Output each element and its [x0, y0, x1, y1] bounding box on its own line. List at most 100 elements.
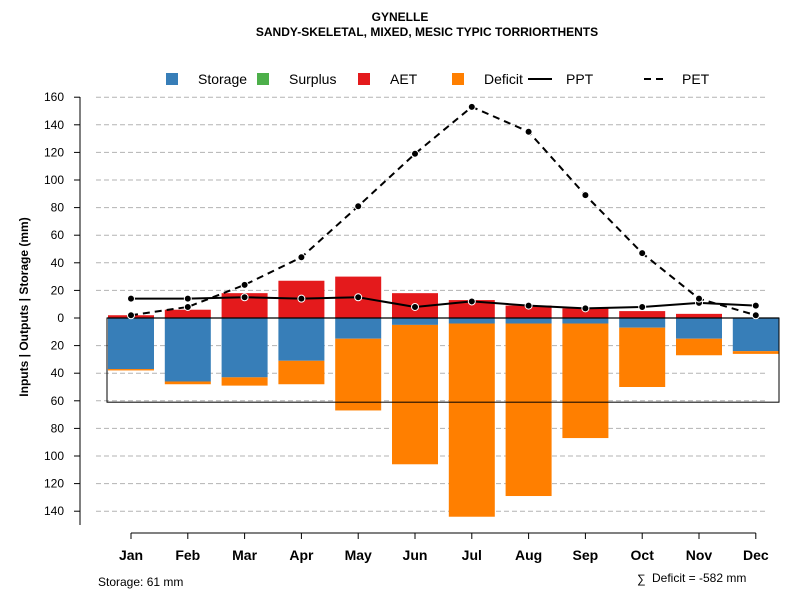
- y-tick-label: 80: [51, 201, 65, 215]
- ppt-point-jul: [467, 297, 476, 306]
- month-label-nov: Nov: [686, 547, 713, 563]
- legend-swatch-surplus: [257, 73, 269, 85]
- storage-bar-jan: [108, 318, 154, 370]
- storage-bar-oct: [619, 318, 666, 328]
- pet-point-aug: [524, 127, 533, 136]
- deficit-bar-feb: [164, 381, 211, 385]
- legend-label-surplus: Surplus: [289, 71, 336, 87]
- month-label-oct: Oct: [631, 547, 655, 563]
- month-label-feb: Feb: [175, 547, 200, 563]
- y-tick-label: 0: [57, 311, 64, 325]
- ppt-point-dec: [751, 301, 760, 310]
- legend-swatch-deficit: [452, 73, 464, 85]
- storage-bar-may: [335, 318, 382, 339]
- month-label-sep: Sep: [573, 547, 599, 563]
- y-tick-label: 120: [44, 145, 64, 159]
- month-label-mar: Mar: [232, 547, 257, 563]
- deficit-bar-jan: [108, 369, 154, 371]
- deficit-bar-jun: [392, 324, 438, 465]
- storage-bar-apr: [278, 318, 325, 361]
- ppt-point-jan: [127, 294, 135, 303]
- aet-bar-aug: [505, 305, 552, 318]
- pet-point-oct: [638, 249, 647, 258]
- pet-point-sep: [581, 191, 590, 200]
- pet-line: [130, 105, 757, 317]
- storage-bar-sep: [562, 318, 609, 324]
- deficit-bar-nov: [676, 338, 722, 356]
- y-tick-label: 20: [51, 339, 65, 353]
- y-tick-label: 100: [44, 449, 64, 463]
- ppt-point-may: [354, 293, 363, 302]
- chart-title: GYNELLE: [372, 10, 429, 24]
- legend-label-ppt: PPT: [566, 71, 594, 87]
- deficit-bar-oct: [619, 327, 666, 387]
- y-tick-label: 140: [44, 118, 64, 132]
- ppt-point-jun: [411, 302, 419, 311]
- deficit-bar-may: [335, 338, 382, 411]
- pet-point-feb: [183, 302, 192, 311]
- pet-point-jul: [467, 102, 476, 111]
- month-label-apr: Apr: [289, 547, 314, 563]
- y-tick-label: 60: [51, 228, 65, 242]
- x-axis: Jan Feb Mar Apr May Jun Jul Aug Sep Oct Nov Dec: [119, 532, 769, 563]
- storage-bar-dec: [732, 318, 779, 352]
- ppt-point-aug: [524, 301, 533, 310]
- aet-bar-sep: [562, 308, 609, 318]
- deficit-bar-aug: [505, 323, 552, 497]
- month-label-may: May: [345, 547, 372, 563]
- bars: [106, 276, 780, 517]
- legend-label-pet: PET: [682, 71, 710, 87]
- y-tick-label: 20: [51, 283, 65, 297]
- pet-point-jun: [411, 149, 419, 158]
- storage-bar-jul: [448, 318, 495, 324]
- pet-point-apr: [297, 253, 306, 262]
- pet-point-may: [354, 202, 363, 211]
- legend-swatch-aet: [358, 73, 370, 85]
- pet-point-jan: [127, 311, 135, 320]
- ppt-point-feb: [183, 294, 192, 303]
- ppt-point-apr: [297, 294, 306, 303]
- storage-bar-mar: [221, 318, 268, 378]
- y-tick-label: 160: [44, 90, 64, 104]
- y-tick-label: 40: [51, 366, 65, 380]
- ppt-point-mar: [240, 293, 249, 302]
- y-tick-label: 120: [44, 477, 64, 491]
- legend: Storage Surplus AET Deficit PPT PET: [166, 71, 710, 87]
- legend-label-aet: AET: [390, 71, 418, 87]
- y-tick-label: 80: [51, 421, 65, 435]
- deficit-bar-sep: [562, 323, 609, 439]
- y-axis: 140 120 100 80 60 40 20 0 20 40 60 80 100 120 140 160: [44, 90, 81, 525]
- aet-bar-oct: [619, 311, 666, 318]
- ppt-line: [131, 296, 756, 310]
- deficit-bar-jul: [448, 323, 495, 517]
- pet-point-mar: [240, 280, 249, 289]
- month-label-dec: Dec: [743, 547, 769, 563]
- month-label-jun: Jun: [403, 547, 428, 563]
- y-axis-label: Inputs | Outputs | Storage (mm): [17, 217, 31, 396]
- deficit-footnote: Deficit = -582 mm: [652, 571, 746, 585]
- storage-bar-aug: [505, 318, 552, 324]
- pet-point-nov: [695, 294, 703, 303]
- legend-label-storage: Storage: [198, 71, 247, 87]
- aet-bar-feb: [164, 309, 211, 318]
- deficit-bar-apr: [278, 360, 325, 385]
- y-tick-label: 140: [44, 504, 64, 518]
- sum-symbol: ∑: [637, 572, 646, 586]
- month-label-jan: Jan: [119, 547, 143, 563]
- y-tick-label: 60: [51, 394, 65, 408]
- month-label-jul: Jul: [462, 547, 482, 563]
- deficit-bar-mar: [221, 377, 268, 386]
- y-tick-label: 40: [51, 256, 65, 270]
- series-lines: [127, 102, 760, 320]
- ppt-point-oct: [638, 302, 647, 311]
- storage-bar-jun: [392, 318, 438, 325]
- aet-bar-nov: [676, 313, 722, 318]
- aet-bar-jul: [448, 300, 495, 318]
- month-label-aug: Aug: [515, 547, 542, 563]
- ppt-point-sep: [581, 304, 590, 313]
- legend-swatch-storage: [166, 73, 178, 85]
- pet-point-dec: [751, 311, 760, 320]
- legend-label-deficit: Deficit: [484, 71, 523, 87]
- chart-subtitle: SANDY-SKELETAL, MIXED, MESIC TYPIC TORRI…: [256, 25, 598, 39]
